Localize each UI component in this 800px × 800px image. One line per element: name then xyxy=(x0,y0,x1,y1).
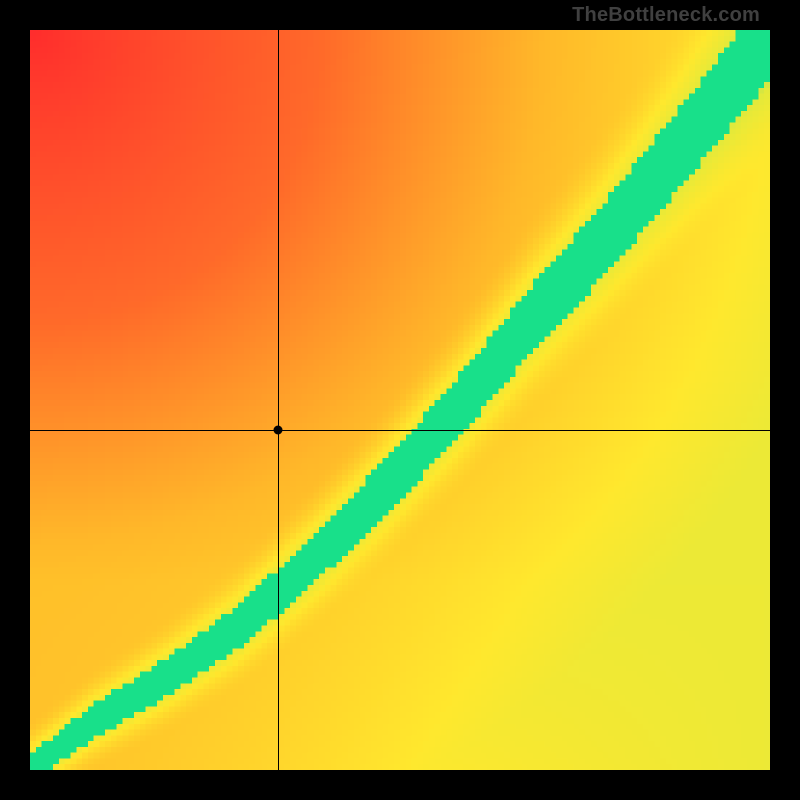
heatmap-canvas xyxy=(30,30,770,770)
plot-area xyxy=(30,30,770,770)
watermark-text: TheBottleneck.com xyxy=(572,4,760,27)
chart-container: TheBottleneck.com xyxy=(0,0,800,800)
